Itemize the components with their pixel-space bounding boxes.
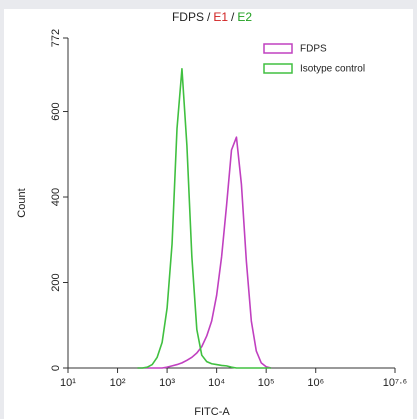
- x-tick-label: 10⁷·⁶: [383, 377, 407, 389]
- y-tick-label: 0: [50, 365, 62, 371]
- x-tick-label: 10⁵: [258, 377, 275, 389]
- legend-swatch: [263, 43, 293, 54]
- title-part: /: [207, 10, 211, 24]
- y-axis-label: Count: [16, 188, 28, 217]
- x-tick-label: 10¹: [60, 377, 76, 389]
- title-part: E2: [237, 10, 252, 24]
- y-tick-label: 200: [50, 273, 62, 291]
- title-part: FDPS: [172, 10, 204, 24]
- title-part: /: [231, 10, 235, 24]
- x-axis-label: FITC-A: [194, 406, 230, 418]
- y-tick-label: 772: [50, 29, 62, 47]
- title-part: E1: [213, 10, 228, 24]
- y-tick-label: 600: [50, 102, 62, 120]
- series-line: [137, 67, 272, 369]
- x-tick-label: 10⁴: [208, 377, 225, 389]
- x-tick-label: 10³: [159, 377, 175, 389]
- legend-swatch: [263, 63, 293, 74]
- series-line: [137, 136, 272, 369]
- legend-label: FDPS: [300, 44, 327, 55]
- legend-label: Isotype control: [300, 64, 365, 75]
- chart-title: FDPS / E1/E2: [172, 10, 252, 24]
- panel: [4, 9, 413, 419]
- x-tick-label: 10⁶: [307, 377, 324, 389]
- y-tick-label: 400: [50, 188, 62, 206]
- x-tick-label: 10²: [110, 377, 126, 389]
